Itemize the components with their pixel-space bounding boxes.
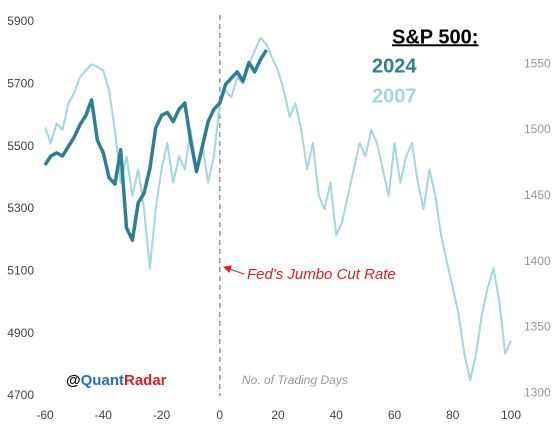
y2-tick-label: 1300	[524, 386, 551, 400]
annotation: Fed's Jumbo Cut Rate	[247, 266, 396, 283]
x-axis-label: No. of Trading Days	[242, 373, 348, 387]
x-tick-label: -60	[36, 408, 54, 422]
y-tick-label: 5900	[7, 14, 34, 28]
x-tick-label: 100	[501, 408, 521, 422]
y-tick-label: 5700	[7, 77, 34, 91]
watermark: @QuantRadar	[66, 372, 167, 389]
watermark-part: @	[66, 372, 81, 389]
y-tick-label: 5100	[7, 264, 34, 278]
series-line	[43, 49, 268, 242]
legend-entry: 2024	[372, 55, 417, 77]
x-tick-label: 0	[216, 408, 223, 422]
x-tick-label: 80	[446, 408, 460, 422]
y2-tick-label: 1450	[524, 188, 551, 202]
y2-tick-label: 1400	[524, 254, 551, 268]
y2-tick-label: 1500	[524, 122, 551, 136]
x-tick-label: 40	[330, 408, 344, 422]
watermark-part: Quant	[81, 372, 124, 389]
annotation-arrow	[223, 265, 245, 275]
x-tick-label: -40	[95, 408, 113, 422]
y-tick-label: 5300	[7, 201, 34, 215]
chart-title: S&P 500:	[392, 26, 478, 48]
y-tick-label: 4700	[7, 388, 34, 402]
series-line	[44, 36, 512, 382]
y-tick-label: 5500	[7, 139, 34, 153]
x-tick-label: -20	[153, 408, 171, 422]
x-tick-label: 60	[388, 408, 402, 422]
y2-tick-label: 1350	[524, 320, 551, 334]
legend-entry: 2007	[372, 85, 417, 107]
x-tick-label: 20	[271, 408, 285, 422]
watermark-part: Radar	[124, 372, 167, 389]
y2-tick-label: 1550	[524, 56, 551, 70]
y-tick-label: 4900	[7, 326, 34, 340]
